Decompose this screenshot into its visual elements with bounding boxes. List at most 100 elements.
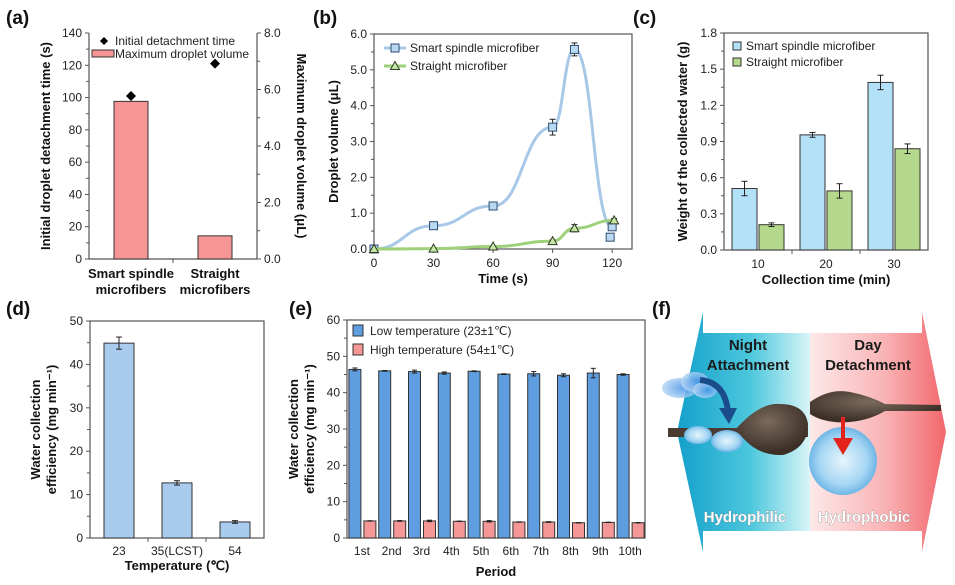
y-tick-label: 20 — [327, 458, 341, 472]
legend-label: Initial detachment time — [115, 34, 235, 48]
attach-arrow-icon — [699, 377, 731, 413]
y-tick-label: 30 — [70, 401, 84, 415]
data-point-smart-spindle — [605, 232, 615, 242]
legend-swatch-max-droplet-volume — [91, 49, 115, 58]
detach-arrowhead-icon — [833, 438, 853, 455]
y2-tick-label: 8.0 — [264, 26, 281, 40]
y-tick-label: 0 — [333, 531, 340, 545]
y-tick-label: 40 — [70, 357, 84, 371]
bar-smart-spindle — [867, 81, 894, 251]
bar-low-temperature — [408, 371, 421, 539]
legend-label: Smart spindle microfiber — [746, 39, 875, 53]
x-tick-label: 0 — [371, 256, 378, 270]
x-tick-label: 54 — [228, 544, 242, 558]
detach-arrow-icon — [841, 417, 845, 439]
bar-low-temperature — [348, 368, 362, 539]
x-axis-title: Collection time (min) — [762, 272, 891, 287]
marker-detachment-time — [126, 90, 136, 101]
droplet-large — [809, 427, 877, 495]
y-tick-label: 0.0 — [700, 243, 717, 257]
data-point-straight — [569, 222, 580, 233]
x-tick-label: 60 — [486, 256, 500, 270]
y-tick-label: 0 — [75, 252, 82, 266]
panel-label-a: (a) — [6, 8, 29, 29]
y-axis-title: Weight of the collected water (g) — [675, 42, 690, 242]
data-point-smart-spindle — [429, 221, 439, 231]
y-tick-label: 1.5 — [700, 62, 717, 76]
legend-label: High temperature (54±1℃) — [370, 343, 514, 357]
chart-e-efficiency-cycles: 0 10 20 30 40 50 60 1st 2nd 3rd 4th 5th 6th 7th 8th 9th… — [286, 313, 646, 579]
y-tick-label: 0.0 — [350, 242, 367, 256]
chart-a-detachment-and-volume: 0 20 40 60 80 100 120 140 0.0 2.0 4.0 6.0 8.0 Smart s… — [38, 26, 309, 297]
bar-low-temperature — [437, 372, 451, 539]
legend-swatch-smart-spindle — [732, 41, 742, 51]
y-tick-label: 50 — [327, 349, 341, 363]
data-point-smart-spindle — [569, 44, 579, 54]
spindle-knot-left — [735, 403, 808, 456]
y-tick-label: 1.8 — [700, 26, 717, 40]
x-tick-label: 23 — [112, 544, 126, 558]
x-tick-label: 2nd — [382, 544, 402, 558]
x-tick-label: 120 — [602, 256, 622, 270]
legend-swatch-low-temperature — [352, 324, 364, 337]
bar-low-temperature — [557, 374, 570, 539]
y-tick-label: 50 — [70, 314, 84, 328]
y-tick-label: 20 — [70, 444, 84, 458]
y-axis-title: Water collection — [286, 379, 301, 479]
bar-high-temperature — [452, 520, 466, 539]
bar-low-temperature — [467, 370, 481, 539]
panel-label-b: (b) — [313, 8, 337, 29]
chart-c-collected-water-weight: 0.0 0.3 0.6 0.9 1.2 1.5 1.8 10 20 30 Smart spindle… — [675, 26, 929, 287]
y2-tick-label: 4.0 — [264, 139, 281, 153]
x-tick-label: 1st — [354, 544, 371, 558]
data-point-straight — [608, 214, 620, 225]
day-label: Day — [854, 337, 882, 354]
panel-label-c: (c) — [633, 8, 656, 29]
series-line-straight — [372, 218, 616, 251]
y2-tick-label: 2.0 — [264, 196, 281, 210]
panel-label-f: (f) — [652, 299, 671, 320]
data-point-straight — [368, 243, 380, 253]
y-tick-label: 40 — [327, 386, 341, 400]
y2-tick-label: 6.0 — [264, 83, 281, 97]
y2-axis-title: Maximum droplet volume (μL) — [294, 54, 309, 239]
x-tick-label: 90 — [546, 256, 560, 270]
spindle-fiber-right — [810, 391, 941, 423]
y-tick-label: 40 — [69, 187, 83, 201]
y-tick-label: 10 — [70, 488, 84, 502]
y-tick-label: 10 — [327, 495, 341, 509]
attach-arrowhead-icon — [719, 408, 737, 424]
y2-tick-label: 0.0 — [264, 252, 281, 266]
x-tick-label: microfibers — [96, 282, 167, 297]
legend-swatch-high-temperature — [352, 343, 364, 356]
y-axis-title: efficiency (mg min⁻¹) — [44, 365, 59, 495]
y-tick-label: 60 — [327, 313, 341, 327]
x-tick-label: 30 — [427, 256, 441, 270]
bar-efficiency — [103, 342, 135, 539]
droplet-small-1 — [684, 426, 712, 444]
x-tick-label: microfibers — [180, 282, 251, 297]
data-point-straight — [487, 240, 499, 251]
y-tick-label: 120 — [62, 58, 82, 72]
legend-marker-detachment-time — [100, 37, 108, 45]
detachment-label: Detachment — [825, 357, 911, 374]
x-tick-label: 7th — [532, 544, 549, 558]
x-tick-label: 20 — [819, 257, 833, 271]
chart-b-droplet-volume-vs-time: 0.0 1.0 2.0 3.0 4.0 5.0 6.0 0 30 60 90 120 Smart spi… — [326, 27, 633, 286]
y-tick-label: 6.0 — [350, 27, 367, 41]
legend-marker-straight — [389, 60, 401, 70]
legend-label: Straight microfiber — [410, 59, 507, 73]
bar-low-temperature — [378, 370, 392, 539]
bar-straight — [758, 224, 785, 251]
hydrophilic-label: Hydrophilic — [704, 509, 787, 526]
bar-low-temperature — [586, 372, 600, 539]
bar-efficiency — [161, 482, 193, 539]
y-tick-label: 0.9 — [700, 135, 717, 149]
bar-high-temperature — [631, 522, 645, 539]
bar-max-droplet-volume — [113, 100, 149, 260]
y-tick-label: 0.6 — [700, 171, 717, 185]
schematic-f-night-day: Night Attachment Day Detachment Hydrophi… — [662, 312, 946, 552]
data-point-straight — [428, 243, 439, 253]
hydrophobic-label: Hydrophobic — [818, 509, 911, 526]
